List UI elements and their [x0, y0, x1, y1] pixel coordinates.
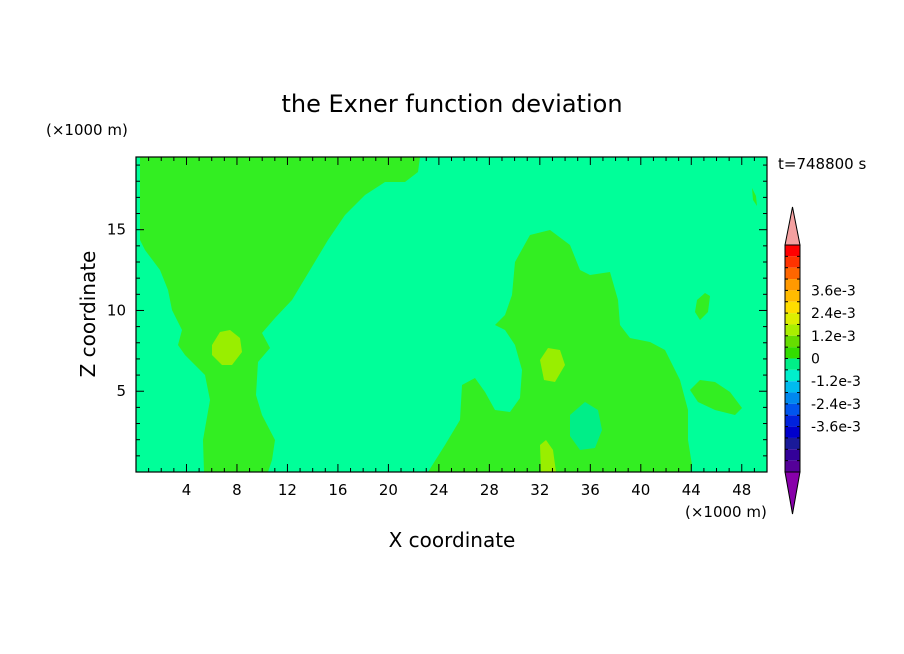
colorbar-under-triangle: [784, 471, 801, 515]
colorbar-label: 1.2e-3: [811, 329, 856, 345]
colorbar-label: -3.6e-3: [811, 420, 861, 436]
y-tick-label: 10: [107, 301, 126, 319]
colorbar-segment: [785, 415, 800, 427]
colorbar-segment: [785, 369, 800, 382]
colorbar-segment: [785, 279, 800, 291]
x-tick-label: 40: [631, 481, 650, 499]
colorbar-label: 3.6e-3: [811, 283, 856, 299]
low-region-hole: [570, 402, 602, 450]
colorbar-segment: [785, 290, 800, 302]
x-tick-label: 32: [530, 481, 549, 499]
colorbar-label: -2.4e-3: [811, 397, 861, 413]
colorbar-segment: [785, 301, 800, 314]
colorbar-segment: [785, 426, 800, 438]
time-label: t=748800 s: [778, 155, 866, 173]
colorbar-segment: [785, 347, 800, 359]
y-axis-title: Z coordinate: [76, 251, 100, 378]
positive-region-small-right: [695, 293, 710, 320]
x-tick-label: 12: [278, 481, 297, 499]
colorbar-segment: [785, 449, 800, 461]
colorbar-segment: [785, 437, 800, 450]
x-axis-ticks: 4 8 12 16 20 24 28 32 36 40 44 48: [148, 157, 755, 499]
colorbar-segment: [785, 460, 800, 472]
colorbar-label: 0: [811, 352, 820, 368]
colorbar-label: -1.2e-3: [811, 374, 861, 390]
colorbar-segment: [785, 245, 800, 257]
strong-positive-spot-bottom: [540, 440, 556, 472]
colorbar-segment: [785, 256, 800, 268]
colorbar-label: 2.4e-3: [811, 306, 856, 322]
x-tick-label: 48: [732, 481, 751, 499]
y-unit-label: (×1000 m): [46, 121, 128, 139]
colorbar-segment: [785, 324, 800, 336]
contour-field: [136, 157, 767, 472]
colorbar-segment: [785, 267, 800, 280]
positive-region-right-blob: [690, 380, 742, 415]
colorbar-segment: [785, 335, 800, 348]
x-unit-label: (×1000 m): [685, 503, 767, 521]
x-tick-label: 36: [581, 481, 600, 499]
colorbar-over-triangle: [784, 206, 801, 246]
chart-title: the Exner function deviation: [281, 90, 622, 118]
x-tick-label: 28: [480, 481, 499, 499]
positive-region-left-plume: [140, 157, 420, 472]
colorbar: 3.6e-3 2.4e-3 1.2e-3 0 -1.2e-3 -2.4e-3 -3.6e-3: [784, 206, 861, 515]
colorbar-segment: [785, 381, 800, 393]
colorbar-segment: [785, 313, 800, 325]
x-tick-label: 4: [182, 481, 192, 499]
x-tick-label: 44: [682, 481, 701, 499]
colorbar-segment: [785, 392, 800, 404]
x-axis-title: X coordinate: [389, 528, 516, 552]
positive-region-edge: [752, 188, 757, 206]
y-axis-ticks: 5 10 15: [107, 164, 767, 457]
x-tick-label: 8: [232, 481, 242, 499]
strong-positive-spot-left: [212, 330, 242, 365]
colorbar-segment: [785, 358, 800, 370]
y-tick-label: 15: [107, 221, 126, 239]
strong-positive-spot-center: [540, 348, 565, 382]
x-tick-label: 16: [328, 481, 347, 499]
x-tick-label: 24: [429, 481, 448, 499]
colorbar-segment: [785, 403, 800, 416]
x-tick-label: 20: [379, 481, 398, 499]
y-tick-label: 5: [116, 382, 126, 400]
